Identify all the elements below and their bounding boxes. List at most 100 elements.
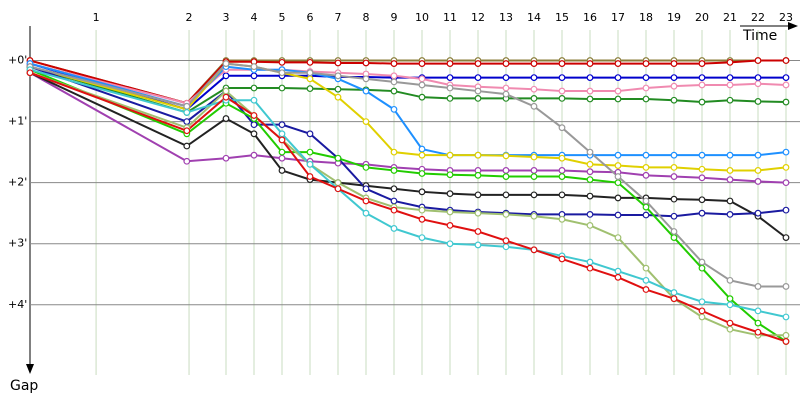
point (334, 93, 342, 101)
point (530, 153, 538, 161)
point (670, 173, 678, 180)
point (334, 185, 342, 193)
point (558, 167, 566, 174)
point (642, 211, 650, 219)
y-tick-label: +0' (8, 54, 27, 67)
point (390, 87, 398, 95)
y-tick-label: +4' (8, 298, 27, 311)
point (183, 109, 191, 116)
x-tick-label: 14 (527, 11, 541, 24)
point (586, 192, 594, 200)
point (530, 94, 538, 102)
tick-labels: 1 2 3 4 5 6 7 8 9 10 11 12 13 14 15 16 17 18 19 20 21 22 23+0'… (8, 11, 793, 311)
x-tick-label: 4 (251, 11, 258, 24)
point (754, 80, 762, 88)
point (754, 98, 762, 105)
point (502, 90, 510, 98)
point (614, 173, 622, 180)
point (390, 197, 398, 205)
point (754, 283, 762, 290)
point (726, 295, 734, 303)
point (782, 313, 790, 321)
x-axis-arrow (788, 22, 798, 30)
point (726, 301, 734, 309)
point (306, 130, 314, 138)
point (698, 151, 706, 159)
point (614, 211, 622, 219)
point (586, 211, 594, 218)
point (418, 81, 426, 89)
point (306, 173, 314, 180)
point (754, 209, 762, 217)
point (390, 206, 398, 214)
point (782, 206, 790, 214)
point (530, 191, 538, 199)
point (183, 102, 191, 110)
x-tick-label: 23 (779, 11, 793, 24)
point (418, 234, 426, 242)
point (530, 246, 538, 254)
point (726, 58, 734, 66)
point (782, 338, 790, 345)
point (754, 74, 762, 82)
x-tick-label: 10 (415, 11, 429, 24)
point (502, 173, 510, 180)
point (698, 313, 706, 321)
point (726, 81, 734, 89)
point (726, 96, 734, 104)
point (670, 96, 678, 104)
point (558, 215, 566, 223)
point (530, 173, 538, 180)
point (782, 148, 790, 156)
point (418, 75, 426, 83)
point (754, 178, 762, 185)
point (362, 118, 370, 125)
point (530, 85, 538, 93)
point (250, 121, 258, 129)
point (782, 163, 790, 171)
point (446, 84, 454, 92)
point (474, 171, 482, 179)
point (642, 286, 650, 293)
x-tick-label: 9 (391, 11, 398, 24)
point (698, 209, 706, 217)
point (278, 154, 286, 162)
point (726, 74, 734, 82)
point (614, 273, 622, 281)
point (446, 94, 454, 102)
point (250, 130, 258, 138)
point (390, 167, 398, 174)
point (782, 283, 790, 290)
point (754, 151, 762, 159)
point (250, 112, 258, 119)
point (614, 151, 622, 159)
point (670, 228, 678, 235)
point (306, 148, 314, 156)
point (586, 258, 594, 266)
point (474, 94, 482, 102)
point (614, 74, 622, 82)
point (530, 74, 538, 82)
point (782, 179, 790, 187)
x-tick-label: 16 (583, 11, 597, 24)
x-tick-label: 15 (555, 11, 569, 24)
point (726, 197, 734, 205)
point (183, 118, 191, 125)
point (278, 58, 286, 66)
point (418, 145, 426, 153)
point (558, 94, 566, 102)
x-tick-label: 13 (499, 11, 513, 24)
point (306, 85, 314, 93)
point (446, 151, 454, 159)
point (502, 74, 510, 82)
point (642, 74, 650, 82)
point (726, 167, 734, 174)
point (698, 298, 706, 306)
point (530, 167, 538, 174)
point (586, 221, 594, 229)
point (418, 93, 426, 101)
point (502, 237, 510, 245)
point (614, 234, 622, 242)
